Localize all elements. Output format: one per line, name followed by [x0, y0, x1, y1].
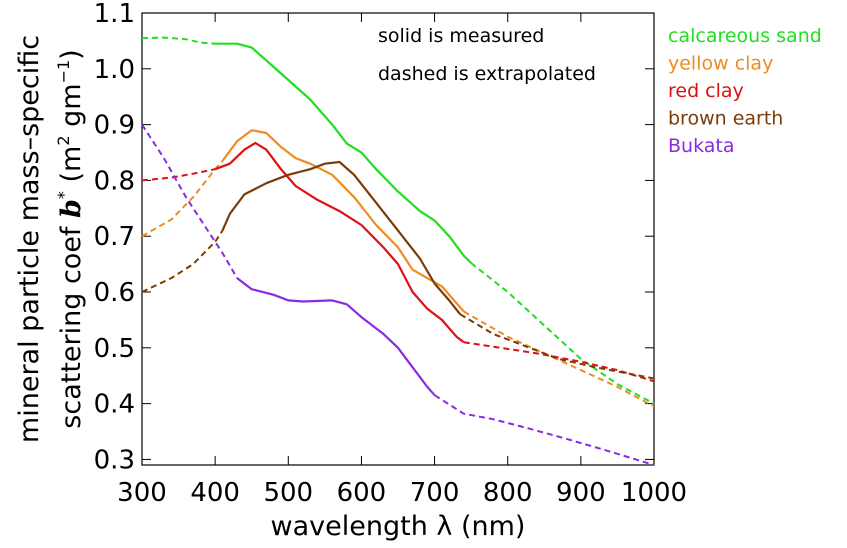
series-line-dashed	[141, 124, 238, 279]
legend: calcareous sand yellow clay red clay brown …	[668, 25, 822, 157]
series-line-dashed	[434, 394, 655, 466]
y-tick-label: 0.5	[94, 334, 135, 364]
ticks-layer: 300 400 500 600 700 800 900 1000 0.3 0.4 0.5 0.6 0.7…	[94, 0, 687, 508]
series-red-clay	[141, 141, 655, 383]
plot-frame	[141, 12, 655, 466]
y-tick-label: 0.4	[94, 390, 135, 420]
series-layer	[141, 36, 655, 466]
series-yellow-clay	[141, 129, 655, 408]
x-tick-label: 900	[556, 478, 606, 508]
y-tick-label: 0.7	[94, 222, 135, 252]
series-line-solid	[236, 277, 436, 396]
x-tick-label: 600	[337, 478, 387, 508]
x-tick-label: 1000	[621, 478, 687, 508]
y-tick-label: 1.0	[94, 55, 135, 85]
y-tick-label: 0.8	[94, 166, 135, 196]
legend-entry: calcareous sand	[668, 25, 822, 47]
annotation-dashed: dashed is extrapolated	[378, 63, 596, 85]
y-axis-units-sup1: 2	[54, 135, 73, 145]
x-axis-title: wavelength λ (nm)	[271, 511, 526, 542]
series-line-dashed	[141, 36, 216, 45]
legend-entry: brown earth	[668, 108, 783, 130]
y-axis-title-prefix: scattering coef	[56, 225, 87, 429]
y-tick-label: 0.6	[94, 278, 135, 308]
annotation-solid: solid is measured	[378, 25, 544, 47]
series-line-dashed	[141, 168, 216, 182]
y-axis-title-line1: mineral particle mass–specific	[14, 35, 45, 443]
x-tick-label: 400	[190, 478, 240, 508]
y-tick-label: 0.9	[94, 111, 135, 141]
series-line-dashed	[141, 230, 224, 293]
y-tick-label: 1.1	[94, 0, 135, 29]
series-calcareous-sand	[141, 36, 655, 405]
y-axis-symbol-sup: *	[54, 191, 73, 199]
y-axis-units-close: )	[56, 49, 87, 60]
y-axis-units-mid: gm	[56, 83, 87, 135]
series-brown-earth	[141, 160, 655, 380]
legend-entry: red clay	[668, 80, 744, 102]
series-line-dashed	[141, 160, 224, 238]
series-line-solid	[221, 129, 465, 313]
series-bukata	[141, 124, 655, 466]
y-axis-units-sup2: −1	[54, 60, 73, 84]
series-line-dashed	[470, 262, 655, 405]
x-tick-label: 500	[263, 478, 313, 508]
series-line-solid	[221, 160, 462, 315]
y-axis-units-open: (m	[56, 146, 87, 183]
legend-entry: Bukata	[668, 135, 734, 157]
x-tick-label: 300	[117, 478, 167, 508]
series-line-dashed	[459, 313, 655, 380]
legend-entry: yellow clay	[668, 53, 773, 75]
series-line-dashed	[463, 310, 655, 408]
series-line-solid	[214, 141, 465, 344]
series-line-solid	[215, 42, 472, 264]
x-tick-label: 700	[410, 478, 460, 508]
series-line-dashed	[463, 341, 655, 383]
x-tick-label: 800	[483, 478, 533, 508]
y-axis-symbol: b	[56, 199, 87, 218]
y-tick-label: 0.3	[94, 445, 135, 475]
y-axis-title-line2: scattering coef b* (m2 gm−1)	[54, 49, 87, 428]
